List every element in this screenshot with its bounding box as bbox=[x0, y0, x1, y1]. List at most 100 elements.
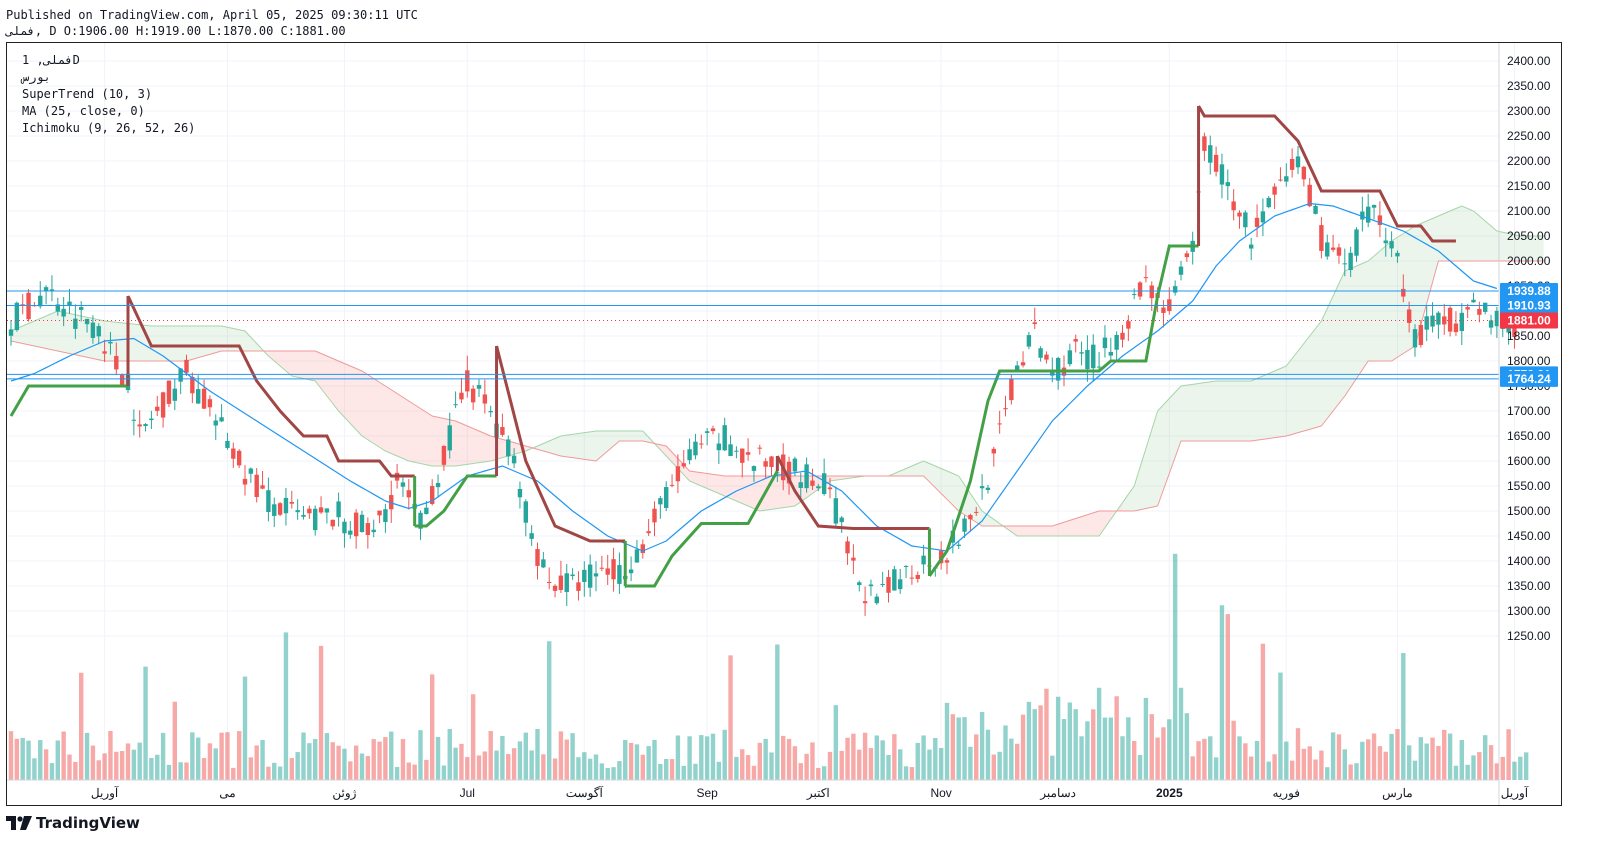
volume-bar bbox=[1518, 756, 1523, 780]
candle-body bbox=[687, 449, 692, 461]
candle-body bbox=[1442, 316, 1447, 325]
volume-bar bbox=[1278, 672, 1283, 780]
candle-body bbox=[506, 439, 511, 457]
candle-body bbox=[786, 461, 792, 484]
price-tick-label: 1400.00 bbox=[1507, 554, 1551, 568]
volume-bar bbox=[201, 758, 207, 780]
volume-bar bbox=[412, 764, 417, 780]
candle-body bbox=[441, 445, 447, 465]
candle-body bbox=[1079, 352, 1084, 354]
volume-bar bbox=[915, 742, 920, 780]
candle-body bbox=[14, 302, 20, 331]
volume-bar bbox=[892, 734, 897, 780]
volume-bar bbox=[1424, 743, 1429, 780]
candle-body bbox=[67, 301, 72, 306]
candle-body bbox=[1512, 325, 1517, 338]
candle-body bbox=[1483, 302, 1488, 312]
candle-body bbox=[1161, 307, 1166, 313]
supertrend-up-line bbox=[9, 384, 128, 417]
volume-bar bbox=[1383, 751, 1388, 780]
volume-bar bbox=[453, 747, 458, 780]
price-chart[interactable]: 1250.00 1300.00 1350.00 1400.00 1450.00 1500.… bbox=[7, 43, 1561, 805]
volume-bar bbox=[821, 766, 827, 780]
volume-bar bbox=[219, 732, 224, 780]
volume-bar bbox=[96, 760, 101, 780]
volume-bar bbox=[763, 738, 768, 780]
candle-body bbox=[1219, 164, 1225, 185]
candle-body bbox=[424, 507, 429, 515]
price-tick-label: 1700.00 bbox=[1507, 404, 1551, 418]
volume-bar bbox=[909, 767, 915, 780]
candle-body bbox=[342, 521, 347, 534]
volume-bar bbox=[868, 748, 874, 780]
volume-bar bbox=[1477, 752, 1482, 780]
volume-bar bbox=[488, 731, 493, 780]
candle-body bbox=[365, 523, 371, 536]
candle-body bbox=[1044, 354, 1049, 360]
chart-frame[interactable]: 1250.00 1300.00 1350.00 1400.00 1450.00 1500.… bbox=[6, 42, 1562, 806]
legend-ma[interactable]: MA (25, close, 0) bbox=[22, 104, 145, 118]
volume-bar bbox=[1272, 754, 1277, 780]
volume-bar bbox=[459, 743, 464, 780]
volume-bar bbox=[1523, 752, 1529, 780]
candle-body bbox=[359, 514, 365, 533]
volume-bar bbox=[839, 750, 844, 780]
volume-bar bbox=[225, 732, 230, 780]
candle-body bbox=[313, 508, 318, 531]
candle-body bbox=[84, 318, 90, 325]
time-tick-label: می bbox=[219, 786, 235, 800]
volume-bar bbox=[330, 742, 335, 780]
candle-body bbox=[248, 468, 254, 474]
candle-body bbox=[810, 480, 815, 486]
volume-bar bbox=[377, 741, 382, 780]
volume-bar bbox=[1190, 756, 1195, 780]
candle-body bbox=[400, 482, 406, 487]
candle-body bbox=[1336, 247, 1342, 256]
volume-bar bbox=[880, 740, 885, 780]
volume-bar bbox=[295, 752, 300, 780]
candle-body bbox=[804, 464, 809, 489]
volume-bar bbox=[1336, 734, 1342, 780]
candle-body bbox=[389, 495, 394, 510]
candle-body bbox=[1301, 166, 1307, 180]
volume-bar bbox=[348, 761, 353, 780]
supertrend-up-line bbox=[625, 470, 779, 588]
legend-supertrend[interactable]: SuperTrend (10, 3) bbox=[22, 87, 153, 101]
supertrend-up-line bbox=[928, 244, 1199, 577]
candle-body bbox=[1260, 211, 1266, 223]
volume-bar bbox=[32, 758, 37, 780]
volume-bar bbox=[190, 732, 195, 780]
volume-bar bbox=[740, 749, 745, 780]
volume-bar bbox=[149, 757, 154, 780]
candle-body bbox=[1406, 309, 1412, 323]
candle-body bbox=[915, 574, 920, 579]
volume-bar bbox=[67, 754, 72, 780]
candle-body bbox=[1401, 288, 1406, 297]
candle-body bbox=[570, 574, 575, 577]
candle-body bbox=[102, 351, 107, 354]
tradingview-logo[interactable]: TradingView bbox=[6, 814, 140, 832]
candle-body bbox=[564, 573, 569, 592]
candle-body bbox=[1102, 337, 1108, 349]
candle-body bbox=[1067, 350, 1073, 365]
volume-bar bbox=[424, 759, 429, 780]
volume-bar bbox=[582, 752, 587, 780]
candle-body bbox=[704, 431, 710, 433]
candle-body bbox=[1278, 179, 1283, 181]
volume-bar bbox=[570, 733, 575, 780]
volume-bar bbox=[903, 766, 909, 780]
candle-body bbox=[664, 487, 669, 508]
candle-body bbox=[418, 512, 423, 529]
legend-ichimoku[interactable]: Ichimoku (9, 26, 52, 26) bbox=[22, 121, 196, 135]
candle-body bbox=[459, 392, 464, 400]
ichimoku-span-a bbox=[10, 205, 1544, 537]
candle-body bbox=[488, 411, 493, 413]
candle-body bbox=[149, 418, 154, 421]
volume-bar bbox=[710, 733, 716, 780]
candle-body bbox=[740, 448, 745, 463]
legend-symbol[interactable]: فملی, 1D bbox=[22, 53, 80, 67]
candle-body bbox=[213, 420, 218, 426]
candle-body bbox=[1284, 176, 1289, 182]
volume-bar bbox=[1038, 705, 1043, 780]
volume-bar bbox=[611, 767, 616, 780]
